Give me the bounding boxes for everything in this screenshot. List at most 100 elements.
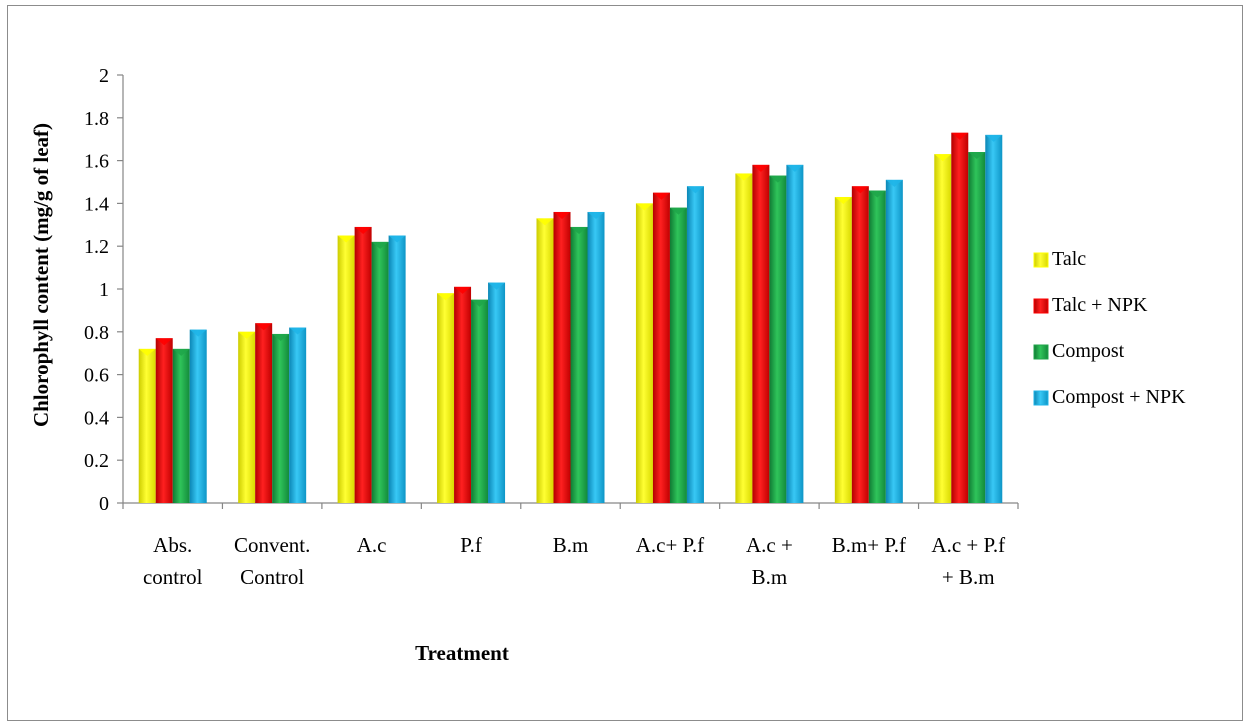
- legend-swatch: [1033, 390, 1049, 406]
- legend-swatch: [1033, 252, 1049, 268]
- y-tick-label: 1.2: [84, 236, 109, 258]
- y-tick-label: 1.8: [84, 108, 109, 130]
- x-category-label: A.c + P.f: [931, 533, 1005, 557]
- y-tick-label: 1.4: [84, 193, 109, 215]
- legend-label: Compost + NPK: [1052, 386, 1186, 408]
- y-tick-label: 0: [99, 493, 109, 515]
- bar-cap: [834, 196, 852, 204]
- bar-compost-0: [172, 348, 190, 503]
- bar-cap: [885, 179, 903, 187]
- bar-compost-npk-6: [786, 164, 804, 503]
- bar-compost-npk-1: [289, 327, 307, 503]
- legend-swatch: [1033, 298, 1049, 314]
- legend: Talc Talc + NPK Compost Compost + NPK: [1033, 248, 1186, 408]
- bar-compost-3: [471, 299, 489, 503]
- x-category-label: Control: [240, 565, 304, 589]
- bar-cap: [354, 226, 372, 234]
- bar-cap: [669, 207, 687, 215]
- bar-cap: [968, 152, 986, 160]
- bar-cap: [570, 226, 588, 234]
- y-tick-label: 0.4: [84, 407, 109, 429]
- bar-talc-4: [536, 218, 554, 503]
- bar-cap: [454, 286, 472, 294]
- legend-label: Talc + NPK: [1052, 294, 1148, 316]
- bar-cap: [371, 241, 389, 249]
- bar-cap: [868, 190, 886, 198]
- bar-cap: [934, 154, 952, 162]
- bar-talc-7: [834, 196, 852, 504]
- bar-talc-6: [735, 173, 753, 503]
- x-category-label: B.m: [553, 533, 589, 557]
- bar-compost-npk-4: [587, 211, 605, 503]
- x-category-label: A.c: [357, 533, 387, 557]
- bar-cap: [985, 134, 1003, 142]
- bar-cap: [337, 235, 355, 243]
- bar-cap: [138, 348, 156, 356]
- bar-compost-npk-3: [488, 282, 506, 503]
- x-category-label: B.m: [752, 565, 788, 589]
- legend-label: Talc: [1052, 248, 1086, 270]
- bar-compost-npk-8: [985, 134, 1003, 504]
- bar-cap: [172, 348, 190, 356]
- bar-talc-0: [138, 348, 156, 503]
- bar-cap: [488, 282, 506, 290]
- x-category-label: Abs.: [153, 533, 192, 557]
- bar-compost-6: [769, 175, 787, 503]
- bar-cap: [437, 293, 455, 301]
- bar-talc-3: [437, 293, 455, 503]
- bar-talc-npk-7: [851, 186, 869, 503]
- bar-talc-5: [635, 203, 653, 503]
- bar-talc-npk-1: [255, 323, 273, 503]
- bar-compost-7: [868, 190, 886, 503]
- bars: [138, 132, 1003, 504]
- bar-compost-npk-2: [388, 235, 406, 503]
- bar-talc-npk-0: [155, 338, 173, 503]
- labels: Chlorophyll content (mg/g of leaf) Treat…: [29, 123, 509, 665]
- bar-compost-npk-7: [885, 179, 903, 504]
- bar-talc-2: [337, 235, 355, 503]
- y-tick-label: 0.8: [84, 322, 109, 344]
- bar-talc-1: [238, 331, 256, 503]
- x-category-label: Convent.: [234, 533, 310, 557]
- x-category-label: + B.m: [942, 565, 995, 589]
- x-category-label: A.c+ P.f: [636, 533, 704, 557]
- bar-cap: [851, 186, 869, 194]
- bar-cap: [536, 218, 554, 226]
- y-tick-label: 0.2: [84, 450, 109, 472]
- bar-cap: [289, 327, 307, 335]
- bar-talc-npk-6: [752, 164, 770, 503]
- bar-talc-npk-4: [553, 211, 571, 503]
- bar-cap: [735, 173, 753, 181]
- bar-cap: [238, 331, 256, 339]
- bar-talc-npk-8: [951, 132, 969, 503]
- bar-cap: [635, 203, 653, 211]
- x-category-label: B.m+ P.f: [832, 533, 906, 557]
- y-tick-label: 1.6: [84, 151, 109, 173]
- x-axis-label: Treatment: [415, 641, 509, 665]
- bar-cap: [388, 235, 406, 243]
- bar-compost-8: [968, 152, 986, 504]
- bar-cap: [686, 186, 704, 194]
- chart-frame: [7, 5, 1243, 721]
- bar-talc-npk-3: [454, 286, 472, 503]
- y-axis-label: Chlorophyll content (mg/g of leaf): [29, 123, 53, 427]
- bar-cap: [752, 164, 770, 172]
- bar-cap: [553, 211, 571, 219]
- bar-cap: [255, 323, 273, 331]
- y-tick-label: 1: [99, 279, 109, 301]
- bar-compost-4: [570, 226, 588, 503]
- bar-compost-2: [371, 241, 389, 504]
- x-category-label: P.f: [460, 533, 482, 557]
- legend-swatch: [1033, 344, 1049, 360]
- bar-compost-npk-0: [189, 329, 207, 503]
- bar-talc-npk-2: [354, 226, 372, 503]
- bar-cap: [189, 329, 207, 337]
- bar-cap: [155, 338, 173, 346]
- bar-cap: [652, 192, 670, 200]
- bar-cap: [272, 333, 290, 341]
- bar-talc-npk-5: [652, 192, 670, 503]
- bar-cap: [587, 211, 605, 219]
- y-tick-label: 2: [99, 65, 109, 87]
- x-category-label: A.c +: [746, 533, 793, 557]
